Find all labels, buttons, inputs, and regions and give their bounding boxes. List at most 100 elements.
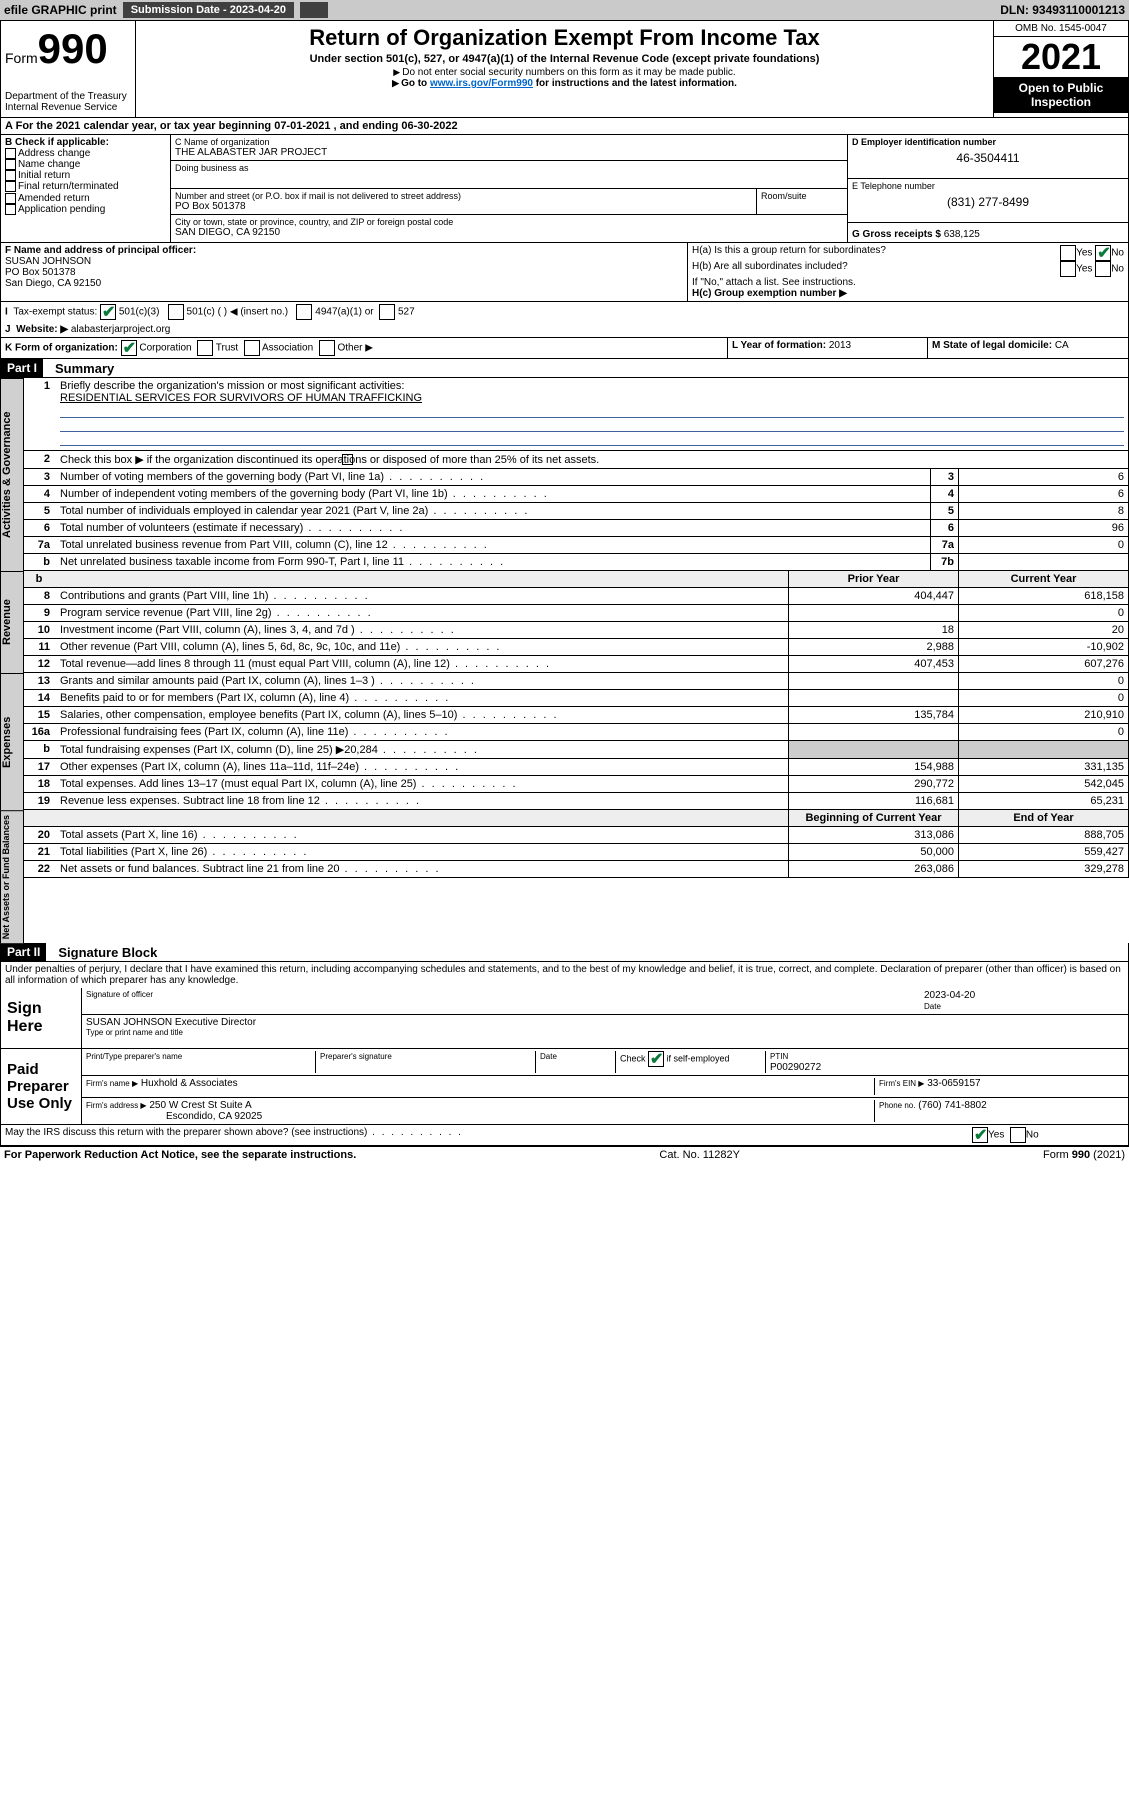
hb-lbl: H(b) Are all subordinates included? [692,261,848,277]
form990-link[interactable]: www.irs.gov/Form990 [430,78,533,89]
table-row: 10Investment income (Part VIII, column (… [24,622,1129,639]
chk-other[interactable] [319,340,335,356]
ptin-value: P00290272 [770,1062,821,1073]
chk-4947[interactable] [296,304,312,320]
name-lbl: C Name of organization [175,137,843,147]
website-value: alabasterjarproject.org [71,324,171,335]
box-b-label: B Check if applicable: [5,137,166,148]
table-row: 21Total liabilities (Part X, line 26)50,… [24,844,1129,861]
org-name: THE ALABASTER JAR PROJECT [175,147,843,158]
ag-rows: 3Number of voting members of the governi… [24,469,1129,571]
chk-amended-return[interactable]: Amended return [5,193,166,204]
ag-table: 1 Briefly describe the organization's mi… [24,378,1129,469]
chk-trust[interactable] [197,340,213,356]
chk-527[interactable] [379,304,395,320]
box-l: L Year of formation: 2013 [728,338,928,358]
phone-value: (831) 277-8499 [852,195,1124,209]
col-boy: Beginning of Current Year [789,810,959,827]
chk-application-pending[interactable]: Application pending [5,204,166,215]
chk-name-change[interactable]: Name change [5,159,166,170]
officer-lbl: F Name and address of principal officer: [5,245,683,256]
chk-discontinued[interactable] [342,454,353,465]
footer-right: Form 990 (2021) [1043,1149,1125,1161]
table-row: 16aProfessional fundraising fees (Part I… [24,724,1129,741]
irs-label: Internal Revenue Service [5,102,131,113]
col-cy: Current Year [959,571,1129,588]
tax-year: 2021 [994,37,1128,77]
prep-sig-lbl: Preparer's signature [320,1052,392,1061]
chk-501c[interactable] [168,304,184,320]
vtab-ag: Activities & Governance [0,378,24,571]
officer-typed: SUSAN JOHNSON Executive Director [86,1017,1124,1028]
l1-lbl: Briefly describe the organization's miss… [60,380,404,392]
rev-table: bPrior YearCurrent Year [24,571,1129,588]
discuss-row: May the IRS discuss this return with the… [0,1125,1129,1146]
efile-label: efile GRAPHIC print [4,3,117,17]
line-a-text: For the 2021 calendar year, or tax year … [16,120,458,132]
gross-value: 638,125 [944,229,980,240]
city-value: SAN DIEGO, CA 92150 [175,227,843,238]
form-org-lbl: K Form of organization: [5,343,118,354]
chk-initial-return[interactable]: Initial return [5,170,166,181]
paid-preparer-block: Paid Preparer Use Only Print/Type prepar… [0,1049,1129,1125]
part2-hdr: Part II [1,943,46,961]
chk-assoc[interactable] [244,340,260,356]
officer-street: PO Box 501378 [5,267,683,278]
table-row: 12Total revenue—add lines 8 through 11 (… [24,656,1129,673]
ein-value: 46-3504411 [852,151,1124,165]
chk-corp[interactable] [121,340,137,356]
discuss-yes[interactable] [972,1127,988,1143]
box-k: K Form of organization: Corporation Trus… [1,338,728,358]
dept-label: Department of the Treasury [5,91,131,102]
part1-exp-section: Expenses 13Grants and similar amounts pa… [0,673,1129,810]
footer-mid: Cat. No. 11282Y [659,1149,740,1161]
footer: For Paperwork Reduction Act Notice, see … [0,1146,1129,1163]
part2-title: Signature Block [58,945,157,960]
ha-lbl: H(a) Is this a group return for subordin… [692,245,886,261]
col-eoy: End of Year [959,810,1129,827]
phone-lbl: E Telephone number [852,181,1124,191]
firm-addr-lbl: Firm's address ▶ [86,1101,147,1110]
submission-date-btn[interactable]: Submission Date - 2023-04-20 [123,2,294,18]
form-subtitle-3-post: for instructions and the latest informat… [533,78,737,89]
firm-name: Huxhold & Associates [141,1078,238,1089]
table-row: bTotal fundraising expenses (Part IX, co… [24,741,1129,759]
table-row: 14Benefits paid to or for members (Part … [24,690,1129,707]
table-row: 4Number of independent voting members of… [24,486,1129,503]
table-row: 19Revenue less expenses. Subtract line 1… [24,793,1129,810]
chk-final-return[interactable]: Final return/terminated [5,181,166,192]
ein-lbl: D Employer identification number [852,137,1124,147]
part1-title: Summary [55,361,114,376]
hb-yes[interactable] [1060,261,1076,277]
firm-ein-lbl: Firm's EIN ▶ [879,1079,924,1088]
form-subtitle-1: Under section 501(c), 527, or 4947(a)(1)… [140,53,989,65]
ij-block: I Tax-exempt status: 501(c)(3) 501(c) ( … [0,302,1129,338]
form-title: Return of Organization Exempt From Incom… [140,25,989,51]
ha-no[interactable] [1095,245,1111,261]
na-table: Beginning of Current YearEnd of Year [24,810,1129,827]
table-row: 5Total number of individuals employed in… [24,503,1129,520]
l1-val: RESIDENTIAL SERVICES FOR SURVIVORS OF HU… [60,392,422,404]
vtab-rev: Revenue [0,571,24,673]
tax-year-line: A For the 2021 calendar year, or tax yea… [0,118,1129,135]
footer-left: For Paperwork Reduction Act Notice, see … [4,1149,356,1161]
chk-self-employed[interactable] [648,1051,664,1067]
prep-name-lbl: Print/Type preparer's name [86,1052,182,1061]
firm-addr2: Escondido, CA 92025 [166,1111,262,1122]
firm-phone: (760) 741-8802 [918,1100,986,1111]
officer-name: SUSAN JOHNSON [5,256,683,267]
discuss-no[interactable] [1010,1127,1026,1143]
chk-501c3[interactable] [100,304,116,320]
form-subtitle-3-pre: Go to [401,78,430,89]
chk-address-change[interactable]: Address change [5,148,166,159]
table-row: 18Total expenses. Add lines 13–17 (must … [24,776,1129,793]
officer-city: San Diego, CA 92150 [5,278,683,289]
firm-addr1: 250 W Crest St Suite A [149,1100,251,1111]
blank-btn[interactable] [300,2,328,18]
city-lbl: City or town, state or province, country… [175,217,843,227]
hb-no[interactable] [1095,261,1111,277]
fh-block: F Name and address of principal officer:… [0,243,1129,302]
arrow-icon [392,78,401,89]
ha-yes[interactable] [1060,245,1076,261]
table-row: 17Other expenses (Part IX, column (A), l… [24,759,1129,776]
